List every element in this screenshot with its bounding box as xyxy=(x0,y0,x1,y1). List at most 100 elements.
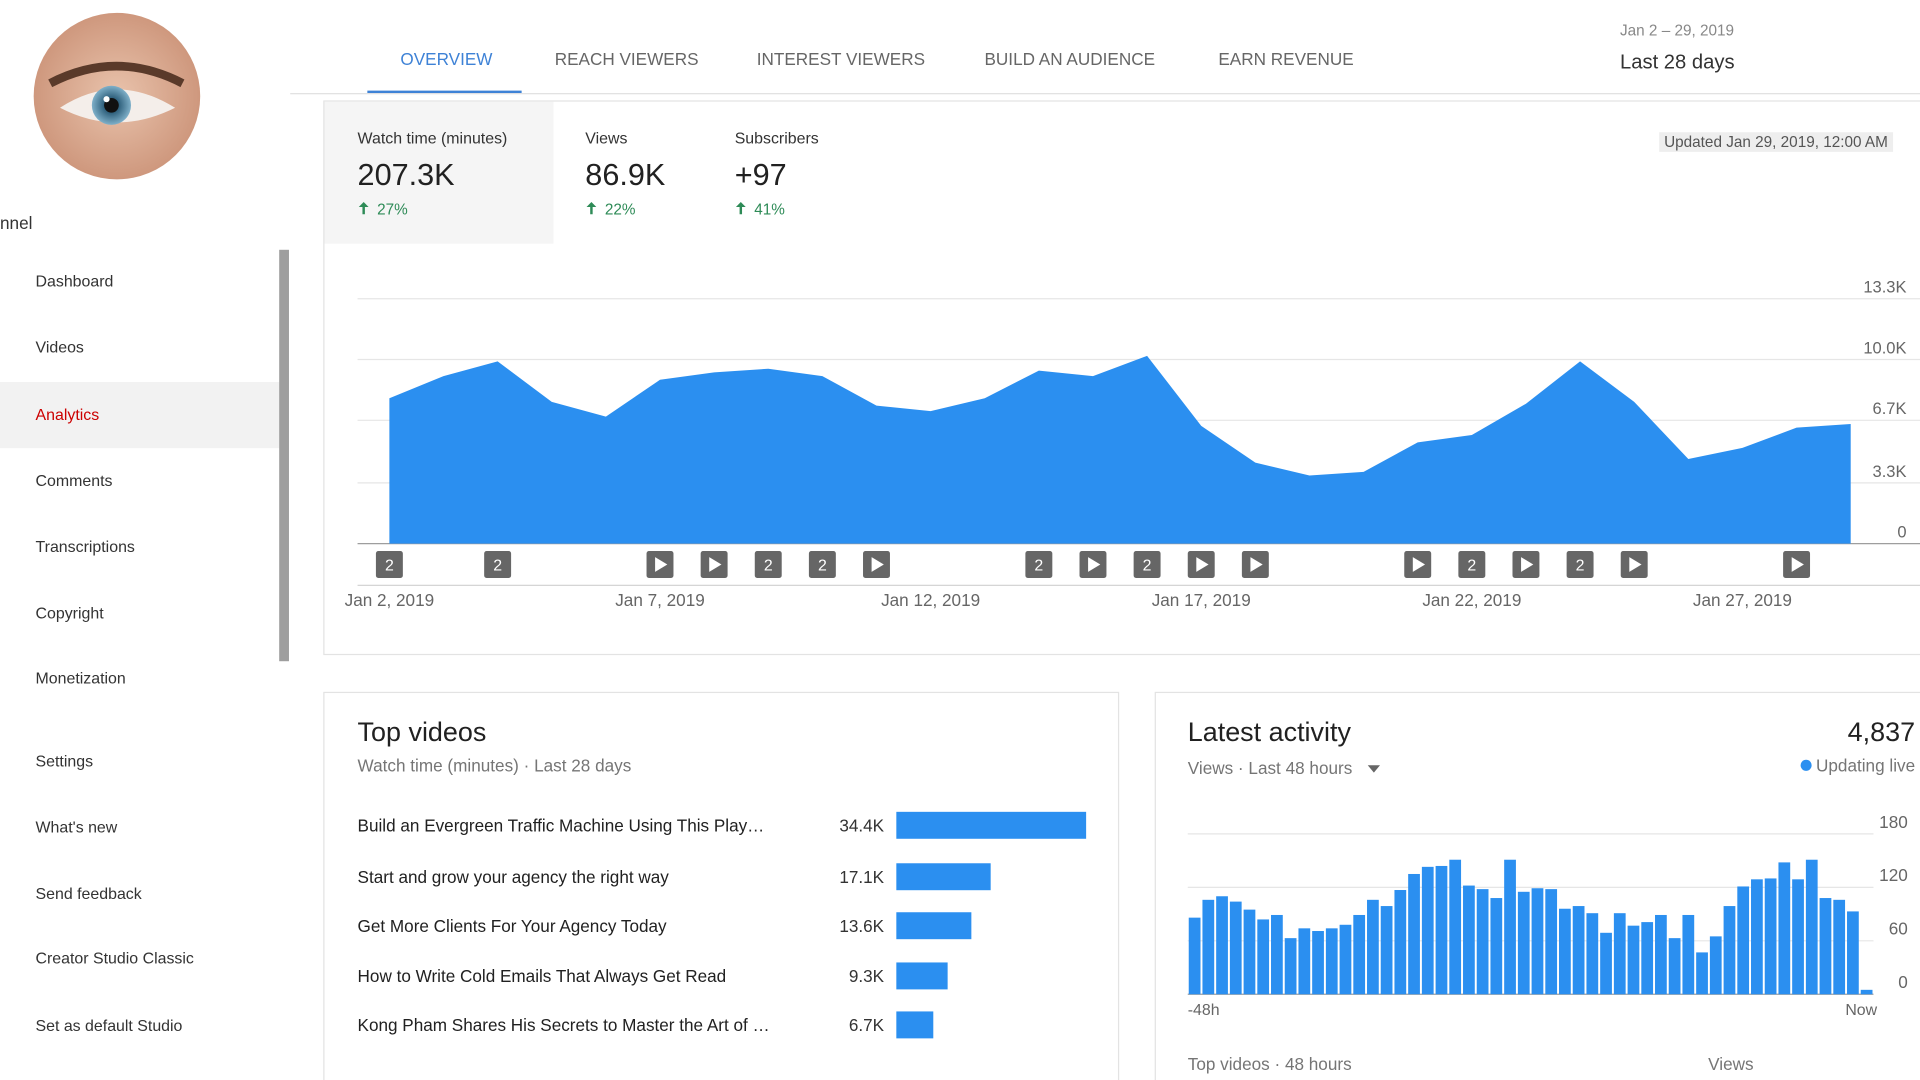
tab[interactable]: BUILD AN AUDIENCE xyxy=(984,48,1156,69)
sidebar-item[interactable]: Videos xyxy=(35,337,84,357)
video-icon xyxy=(709,557,722,572)
video-icon xyxy=(1196,557,1209,572)
video-icon xyxy=(871,557,884,572)
tab[interactable]: EARN REVENUE xyxy=(1218,48,1354,69)
bar xyxy=(1325,928,1338,995)
bar xyxy=(1751,879,1763,995)
video-title[interactable]: Start and grow your agency the right way xyxy=(358,867,670,887)
value-label: 9.3K xyxy=(849,966,885,986)
avatar[interactable] xyxy=(33,12,201,180)
sidebar-item[interactable]: Comments xyxy=(35,471,113,490)
video-icon xyxy=(1250,557,1263,572)
metric-change: 27% xyxy=(358,201,408,218)
event-count: 2 xyxy=(1576,558,1585,575)
bar xyxy=(1860,989,1873,995)
bar xyxy=(1668,938,1681,995)
top-videos-title: Top videos xyxy=(357,716,487,747)
sidebar-item[interactable]: Dashboard xyxy=(35,271,114,291)
video-title[interactable]: Get More Clients For Your Agency Today xyxy=(358,916,667,936)
overview-card xyxy=(323,100,1920,656)
tab-underline xyxy=(367,90,522,94)
bar xyxy=(1435,865,1448,995)
channel-label: nnel xyxy=(0,213,33,233)
event-count: 2 xyxy=(818,558,827,575)
bar xyxy=(1682,914,1695,995)
bar xyxy=(1421,866,1434,995)
x-tick-label: Jan 12, 2019 xyxy=(881,590,980,610)
bar xyxy=(1243,909,1256,995)
metric-value: +97 xyxy=(734,157,787,193)
event-marker[interactable] xyxy=(1025,551,1053,578)
video-icon xyxy=(1088,557,1101,572)
bar xyxy=(896,1011,934,1039)
bar xyxy=(1188,917,1201,995)
event-count: 2 xyxy=(1467,558,1476,575)
metric-value: 86.9K xyxy=(585,157,666,193)
scrollbar[interactable] xyxy=(279,249,289,662)
tab[interactable]: OVERVIEW xyxy=(400,48,493,69)
event-marker[interactable] xyxy=(808,551,836,578)
video-icon xyxy=(655,557,668,572)
event-marker[interactable] xyxy=(375,551,403,578)
event-marker[interactable] xyxy=(754,551,782,578)
date-range[interactable]: Jan 2 – 29, 2019 xyxy=(1620,22,1735,40)
bar xyxy=(1394,890,1407,995)
bar xyxy=(1517,891,1530,995)
up-arrow xyxy=(735,202,746,215)
sidebar-item[interactable]: Settings xyxy=(35,751,94,771)
sidebar-item[interactable]: What's new xyxy=(35,817,118,837)
sidebar-item[interactable]: Set as default Studio xyxy=(35,1016,183,1035)
video-title[interactable]: How to Write Cold Emails That Always Get… xyxy=(358,966,727,986)
sidebar-item[interactable]: Monetization xyxy=(35,668,126,687)
tab[interactable]: REACH VIEWERS xyxy=(554,48,699,69)
bar xyxy=(1408,873,1420,995)
tab-divider xyxy=(290,93,1920,95)
metric-change-text: 41% xyxy=(754,200,785,218)
sidebar-item[interactable]: Copyright xyxy=(35,603,104,623)
y-tick-label: 13.3K xyxy=(1863,278,1906,297)
bar xyxy=(1819,898,1832,995)
bar xyxy=(1792,879,1804,995)
bar xyxy=(1805,859,1818,995)
metric-label: Watch time (minutes) xyxy=(357,128,508,147)
x-tick-label: Jan 7, 2019 xyxy=(615,590,705,610)
tab[interactable]: INTEREST VIEWERS xyxy=(756,48,926,69)
up-arrow xyxy=(586,202,597,215)
sidebar-item[interactable]: Analytics xyxy=(0,382,280,449)
bar xyxy=(896,962,948,990)
bar xyxy=(1504,859,1516,995)
live-status-text: Updating live xyxy=(1815,755,1916,776)
video-title[interactable]: Kong Pham Shares His Secrets to Master t… xyxy=(358,1015,770,1035)
event-marker[interactable] xyxy=(484,551,512,578)
bar xyxy=(1312,931,1324,995)
latest-activity-subtitle[interactable]: Views · Last 48 hours xyxy=(1187,757,1353,778)
y-tick-label: 0 xyxy=(1897,523,1906,542)
metric-change: 22% xyxy=(585,201,636,218)
date-range-label[interactable]: Last 28 days xyxy=(1620,51,1735,74)
metric-value: 207.3K xyxy=(357,157,455,193)
sidebar-item[interactable]: Transcriptions xyxy=(35,537,135,556)
top-videos-subtitle: Watch time (minutes) · Last 28 days xyxy=(357,755,632,776)
video-title[interactable]: Build an Evergreen Traffic Machine Using… xyxy=(358,815,765,835)
dropdown-arrow[interactable] xyxy=(1367,764,1382,774)
bar xyxy=(1764,878,1777,995)
video-icon xyxy=(1521,557,1534,572)
sidebar-item[interactable]: Creator Studio Classic xyxy=(35,948,194,968)
bar xyxy=(1545,889,1558,995)
bar xyxy=(1298,928,1311,995)
bar xyxy=(1284,938,1297,995)
latest-activity-total: 4,837 xyxy=(1847,716,1916,747)
sidebar-item[interactable]: Send feedback xyxy=(35,884,142,903)
bar xyxy=(1778,862,1791,995)
footer-right: Views xyxy=(1708,1054,1754,1074)
video-icon xyxy=(1629,557,1642,572)
up-arrow xyxy=(358,202,369,215)
bar xyxy=(1696,952,1708,995)
event-marker[interactable] xyxy=(1458,551,1486,578)
event-marker[interactable] xyxy=(1133,551,1161,578)
latest-activity-title: Latest activity xyxy=(1187,716,1351,747)
event-marker[interactable] xyxy=(1566,551,1594,578)
bar xyxy=(1627,925,1640,995)
event-count: 2 xyxy=(493,558,502,575)
